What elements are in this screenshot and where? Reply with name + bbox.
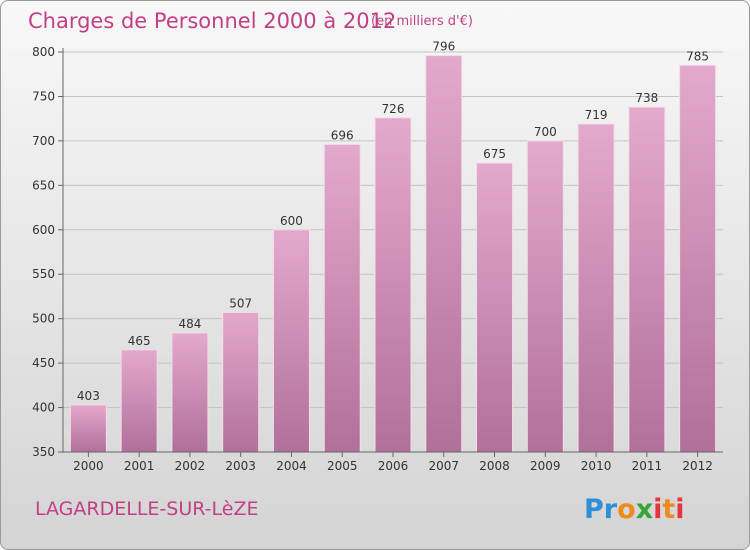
bar — [222, 311, 260, 453]
bar — [374, 117, 412, 453]
x-tick-label: 2011 — [632, 459, 663, 473]
logo-letter: i — [675, 494, 684, 525]
x-tick-label: 2007 — [428, 459, 459, 473]
x-tick-label: 2000 — [73, 459, 104, 473]
bar — [577, 123, 615, 453]
value-label: 726 — [382, 102, 405, 116]
value-label: 600 — [280, 214, 303, 228]
x-tick-label: 2004 — [276, 459, 307, 473]
logo-letter: o — [617, 494, 636, 525]
value-label: 465 — [128, 334, 151, 348]
y-tick-label: 450 — [32, 356, 55, 370]
bar — [171, 332, 209, 453]
value-label: 719 — [585, 108, 608, 122]
bar — [425, 55, 463, 453]
value-label: 403 — [77, 389, 100, 403]
value-label: 507 — [229, 296, 252, 310]
chart-title: Charges de Personnel 2000 à 2012 — [28, 9, 396, 33]
x-tick-label: 2006 — [378, 459, 409, 473]
value-label: 484 — [178, 317, 201, 331]
logo-letter: x — [636, 494, 653, 525]
x-axis: 2000 2001 2002 2003 2004 2005 2006 2007 2008 2009… — [63, 451, 723, 473]
value-label: 785 — [686, 49, 709, 63]
y-tick-label: 650 — [32, 178, 55, 192]
y-tick-label: 550 — [32, 267, 55, 281]
x-tick-label: 2008 — [479, 459, 510, 473]
bar — [628, 106, 666, 453]
logo-letter: P — [584, 494, 604, 525]
value-label: 675 — [483, 147, 506, 161]
logo-letter: i — [653, 494, 662, 525]
bar — [476, 162, 514, 453]
value-label: 738 — [635, 91, 658, 105]
y-tick-label: 700 — [32, 134, 55, 148]
value-label: 700 — [534, 125, 557, 139]
bar — [120, 349, 158, 453]
y-tick-label: 350 — [32, 445, 55, 459]
value-label: 696 — [331, 128, 354, 142]
bar — [526, 140, 564, 453]
x-tick-label: 2003 — [225, 459, 256, 473]
logo-letter: t — [662, 494, 675, 525]
bar — [272, 229, 310, 453]
y-tick-label: 750 — [32, 89, 55, 103]
bar — [69, 404, 107, 453]
value-label: 796 — [432, 40, 455, 54]
y-tick-label: 800 — [32, 45, 55, 59]
proxiti-logo: Proxiti — [584, 494, 685, 525]
x-tick-label: 2001 — [124, 459, 155, 473]
chart-subtitle: (en milliers d'€) — [371, 14, 473, 29]
x-tick-label: 2012 — [682, 459, 713, 473]
y-axis: 350 400 450 500 550 600 650 700 750 800 — [32, 45, 64, 459]
x-tick-label: 2009 — [530, 459, 561, 473]
logo-letter: r — [604, 494, 618, 525]
bar — [323, 143, 361, 453]
y-tick-label: 500 — [32, 312, 55, 326]
place-name: LAGARDELLE-SUR-LèZE — [35, 498, 259, 520]
bar — [679, 64, 717, 453]
x-tick-label: 2010 — [581, 459, 612, 473]
y-tick-label: 400 — [32, 401, 55, 415]
x-tick-label: 2005 — [327, 459, 358, 473]
bars: 403 465 484 507 600 696 726 796 675 700 719 738 785 — [69, 40, 717, 453]
x-tick-label: 2002 — [175, 459, 206, 473]
y-tick-label: 600 — [32, 223, 55, 237]
